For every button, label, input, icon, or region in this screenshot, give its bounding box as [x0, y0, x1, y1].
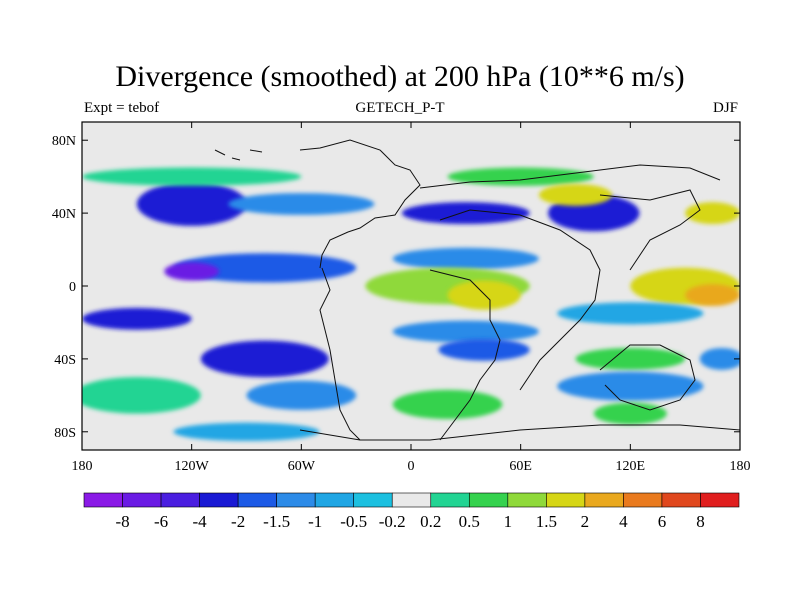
- season-label: DJF: [712, 100, 738, 116]
- lat-tick-label: 40S: [54, 353, 76, 368]
- colorbar-swatch: [623, 492, 663, 508]
- experiment-label: Expt = tebof: [84, 100, 160, 116]
- colorbar-swatch: [199, 492, 239, 508]
- colorbar-label: 6: [658, 512, 667, 531]
- colorbar-label: 0.2: [420, 512, 441, 531]
- coastline-antarctica: [299, 424, 740, 441]
- divergence-cell: [164, 262, 220, 281]
- coastline-africa: [439, 209, 601, 391]
- colorbar-swatch: [83, 492, 123, 508]
- colorbar-label: 0.5: [459, 512, 480, 531]
- colorbar-label: 8: [696, 512, 705, 531]
- colorbar-swatch: [160, 492, 200, 508]
- divergence-field: [82, 167, 740, 441]
- colorbar-label: -8: [115, 512, 129, 531]
- divergence-cell: [593, 402, 667, 425]
- lat-tick-label: 80N: [52, 134, 76, 149]
- coastline-north-america: [299, 139, 421, 269]
- divergence-cell: [447, 167, 594, 186]
- lon-tick-label: 0: [408, 459, 415, 474]
- lat-tick-label: 0: [69, 280, 76, 295]
- colorbar-label: -2: [231, 512, 245, 531]
- lat-tick-label: 80S: [54, 426, 76, 441]
- lon-tick-label: 60E: [509, 459, 532, 474]
- colorbar-swatch: [391, 492, 432, 508]
- colorbar-swatch: [661, 492, 701, 508]
- divergence-cell: [557, 302, 704, 325]
- coastline-australia: [599, 344, 696, 411]
- lon-tick-label: 60W: [288, 459, 316, 474]
- colorbar-label: -1: [308, 512, 322, 531]
- colorbar-label: -0.2: [379, 512, 406, 531]
- divergence-cell: [173, 253, 357, 283]
- lon-tick-label: 120W: [175, 459, 210, 474]
- divergence-cell: [228, 193, 375, 215]
- divergence-cell: [401, 202, 530, 225]
- colorbar-swatch: [353, 492, 393, 508]
- coastlines: [214, 139, 740, 441]
- divergence-cell: [82, 167, 302, 186]
- colorbar-swatch: [430, 492, 470, 508]
- divergence-cell: [685, 284, 740, 307]
- divergence-cell: [82, 307, 192, 330]
- coastline-south-america-east: [429, 269, 501, 441]
- colorbar-swatch: [584, 492, 624, 508]
- lon-tick-label: 180: [72, 459, 93, 474]
- divergence-cell: [538, 183, 613, 206]
- colorbar-swatch: [700, 492, 740, 508]
- divergence-cell: [575, 347, 686, 370]
- divergence-cell: [246, 380, 357, 410]
- colorbar-label: 4: [619, 512, 628, 531]
- colorbar-swatch: [314, 492, 355, 508]
- colorbar-swatch: [507, 492, 547, 508]
- coastline-south-america: [319, 267, 361, 441]
- divergence-cell: [392, 247, 539, 270]
- colorbar-label: -1.5: [263, 512, 290, 531]
- colorbar-swatch: [122, 492, 162, 508]
- colorbar: -8 -6 -4 -2 -1.5 -1 -0.5 -0.2 0.2 0.5 1 1.5 2 4 6 8: [83, 492, 740, 531]
- divergence-cell: [82, 377, 201, 414]
- divergence-cell: [447, 280, 521, 310]
- divergence-cell: [685, 202, 740, 225]
- divergence-cell: [699, 347, 740, 370]
- figure-title: Divergence (smoothed) at 200 hPa (10**6 …: [115, 60, 685, 93]
- colorbar-label: -6: [154, 512, 168, 531]
- colorbar-label: 1.5: [536, 512, 557, 531]
- colorbar-swatch: [546, 492, 586, 508]
- colorbar-swatch: [468, 492, 509, 508]
- colorbar-label: -0.5: [340, 512, 367, 531]
- coastline-asia-east: [599, 189, 701, 271]
- coastline-arctic-islands: [214, 149, 263, 161]
- divergence-cell: [392, 389, 503, 420]
- colorbar-label: -4: [193, 512, 208, 531]
- dataset-label: GETECH_P-T: [355, 100, 445, 116]
- lon-tick-label: 120E: [616, 459, 646, 474]
- divergence-cell: [438, 338, 530, 361]
- colorbar-label: 1: [504, 512, 513, 531]
- colorbar-swatch: [276, 492, 316, 508]
- coastline-europe-asia: [419, 164, 721, 189]
- colorbar-label: 2: [581, 512, 590, 531]
- divergence-cell: [200, 340, 329, 378]
- divergence-cell: [136, 182, 247, 226]
- divergence-cell: [392, 320, 539, 343]
- divergence-cell: [173, 422, 320, 441]
- axis-ticks: 180 120W 60W 0 60E 120E 180 80N 40N 0 40S 80S: [52, 122, 751, 474]
- lat-tick-label: 40N: [52, 207, 76, 222]
- lon-tick-label: 180: [730, 459, 751, 474]
- divergence-cell: [557, 371, 704, 401]
- colorbar-swatch: [237, 492, 277, 508]
